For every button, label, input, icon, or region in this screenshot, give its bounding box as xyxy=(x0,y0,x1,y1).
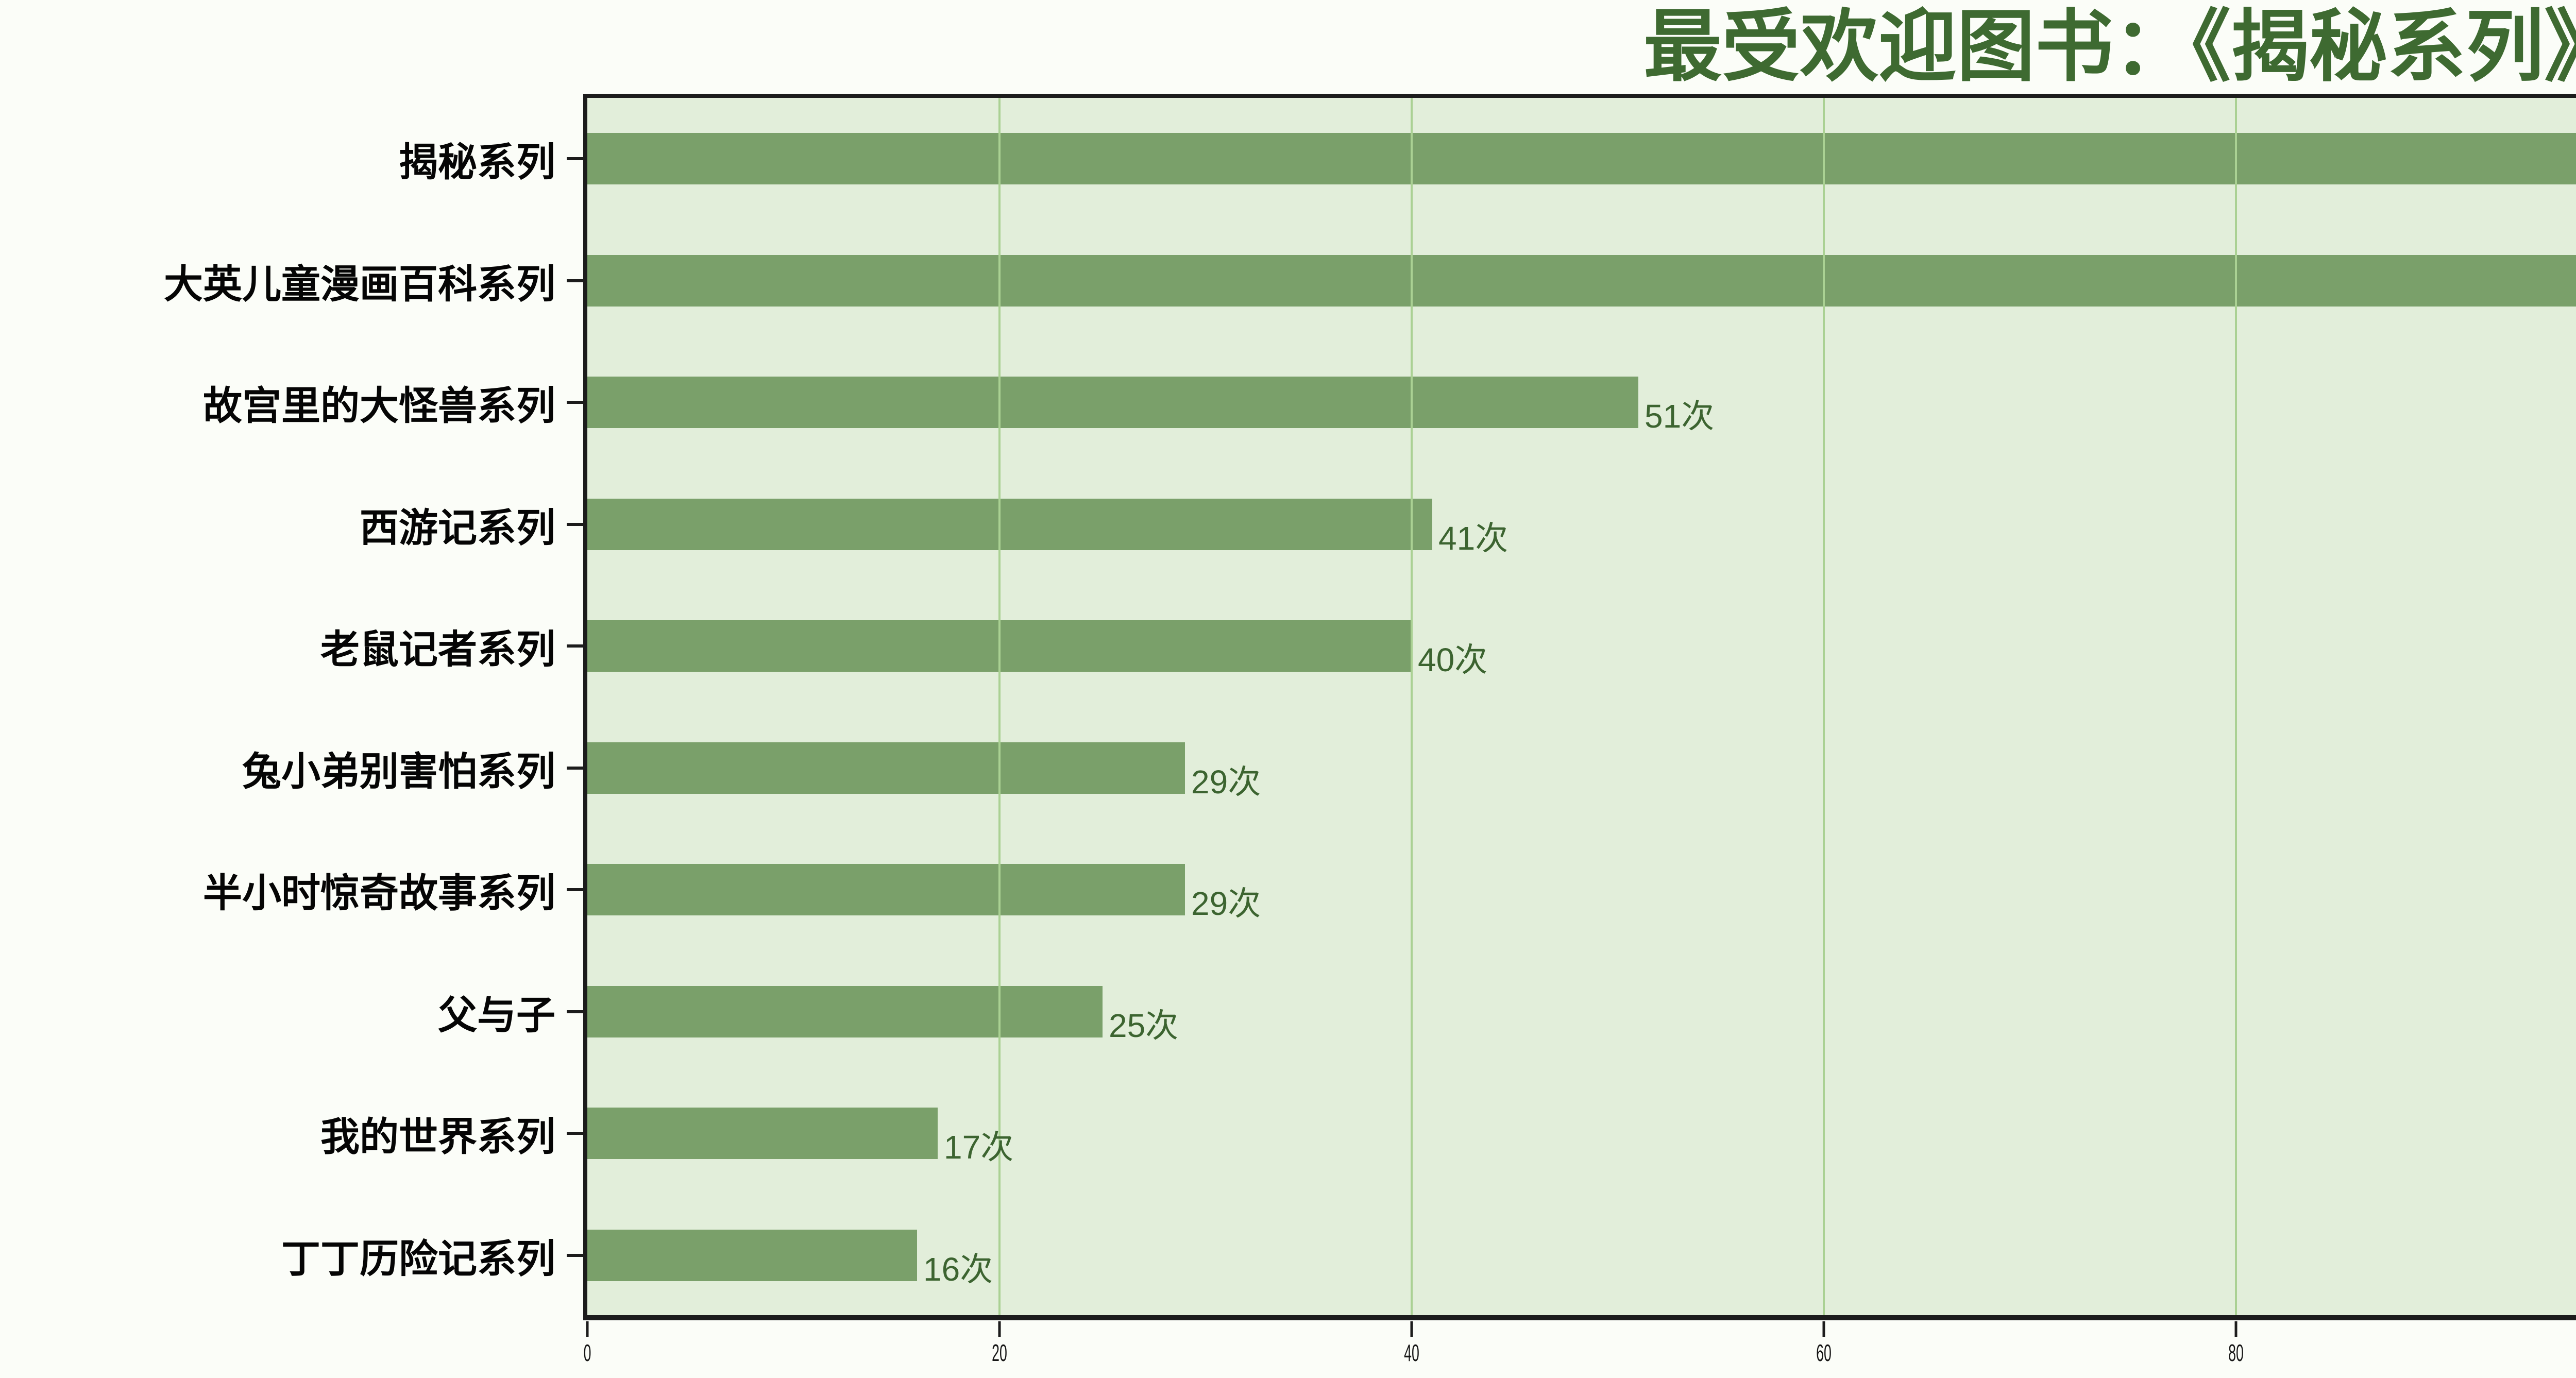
bar xyxy=(587,742,1185,794)
x-tick-label: 80 xyxy=(2228,1339,2244,1366)
bar-value-label: 29次 xyxy=(1191,885,1261,923)
gridline xyxy=(2235,98,2237,1316)
x-tick-label: 40 xyxy=(1404,1339,1419,1366)
bar-value-label: 16次 xyxy=(923,1250,993,1288)
bar xyxy=(587,498,1432,550)
y-tick-mark xyxy=(567,888,583,892)
y-tick-mark xyxy=(567,279,583,282)
y-tick-mark xyxy=(567,401,583,404)
x-tick-mark xyxy=(586,1321,589,1337)
y-tick-mark xyxy=(567,522,583,526)
x-tick-mark xyxy=(2234,1321,2238,1337)
category-label: 大英儿童漫画百科系列 xyxy=(164,262,555,307)
y-tick-mark xyxy=(567,1253,583,1257)
y-tick-mark xyxy=(567,1010,583,1013)
category-label: 丁丁历险记系列 xyxy=(281,1237,555,1281)
category-label: 我的世界系列 xyxy=(320,1115,555,1160)
y-tick-mark xyxy=(567,644,583,648)
chart-title: 最受欢迎图书：《揭秘系列》 xyxy=(1643,3,2576,91)
bar xyxy=(587,133,2576,185)
category-label: 半小时惊奇故事系列 xyxy=(203,872,555,916)
gridline xyxy=(1823,98,1825,1316)
bar xyxy=(587,1229,917,1281)
bar xyxy=(587,864,1185,916)
x-tick-mark xyxy=(1410,1321,1413,1337)
bar xyxy=(587,377,1638,429)
x-tick-mark xyxy=(998,1321,1001,1337)
y-tick-mark xyxy=(567,1132,583,1135)
plot-area: 143次120次51次41次40次29次29次25次17次16次 xyxy=(587,98,2576,1316)
bar-value-label: 40次 xyxy=(1417,641,1488,679)
category-label: 故宫里的大怪兽系列 xyxy=(203,384,555,429)
x-tick-label: 60 xyxy=(1816,1339,1832,1366)
bar xyxy=(587,254,2576,307)
category-label: 西游记系列 xyxy=(360,506,555,550)
bar-value-label: 17次 xyxy=(944,1129,1014,1166)
x-tick-label: 0 xyxy=(583,1339,591,1366)
bar xyxy=(587,985,1103,1037)
gridline xyxy=(998,98,1001,1316)
x-tick-label: 20 xyxy=(992,1339,1007,1366)
x-tick-mark xyxy=(1822,1321,1825,1337)
gridline xyxy=(1411,98,1413,1316)
y-tick-mark xyxy=(567,157,583,161)
bar-value-label: 25次 xyxy=(1108,1007,1179,1044)
bar-value-label: 41次 xyxy=(1438,519,1509,557)
category-label: 兔小弟别害怕系列 xyxy=(242,750,555,794)
x-axis: 020406080100120140 xyxy=(583,1321,2576,1378)
y-tick-mark xyxy=(567,766,583,770)
bar-value-label: 29次 xyxy=(1191,763,1261,801)
bar xyxy=(587,1108,938,1160)
category-label: 揭秘系列 xyxy=(399,141,555,185)
category-label: 老鼠记者系列 xyxy=(320,628,555,672)
category-label: 父与子 xyxy=(438,993,555,1037)
bar-value-label: 51次 xyxy=(1645,398,1715,435)
